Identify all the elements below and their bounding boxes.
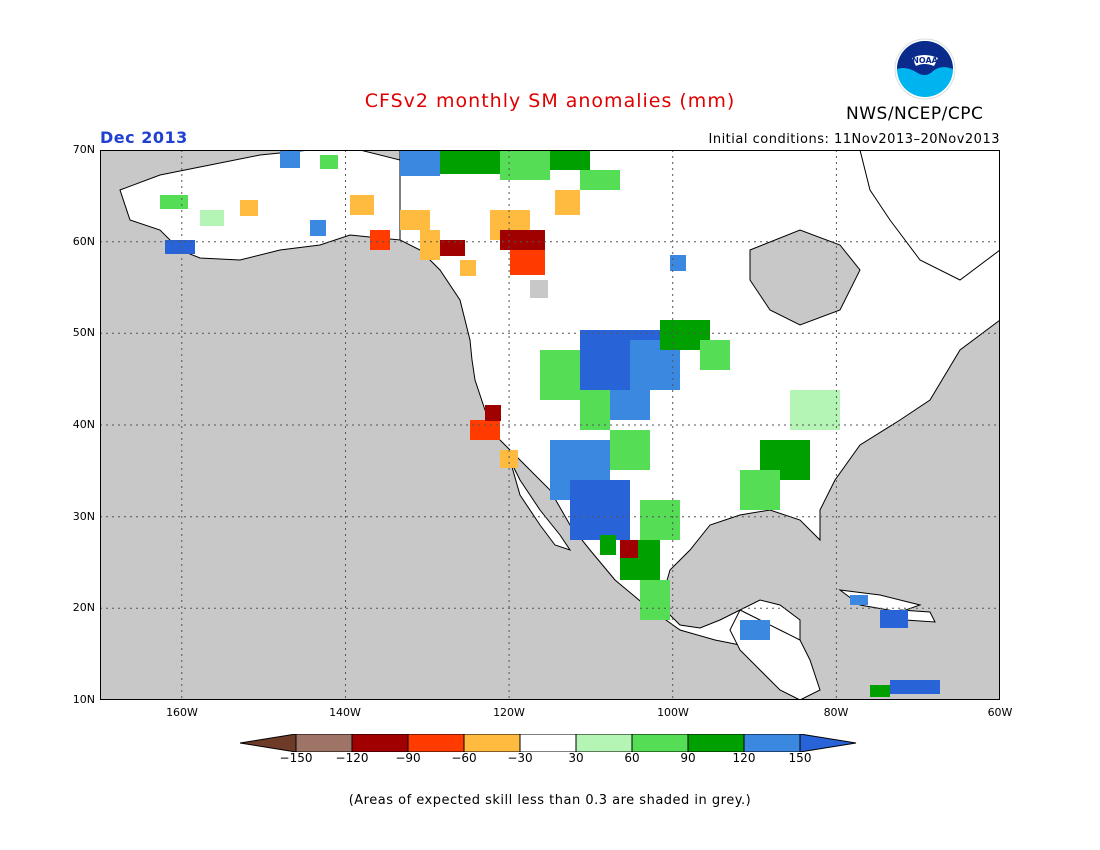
- legend-tick-label: −30: [507, 751, 533, 765]
- legend-tick-label: 150: [788, 751, 812, 765]
- legend-tick-label: −120: [335, 751, 369, 765]
- legend-tick-label: 120: [732, 751, 756, 765]
- color-legend: [240, 734, 857, 752]
- noaa-logo-icon: NOAA: [894, 38, 956, 100]
- legend-swatch: [799, 734, 857, 752]
- legend-tick-label: −150: [279, 751, 313, 765]
- lon-label: 60W: [987, 706, 1013, 719]
- legend-tick-label: 30: [568, 751, 584, 765]
- legend-swatch: [351, 734, 409, 752]
- legend-swatch: [519, 734, 577, 752]
- forecast-month: Dec 2013: [100, 128, 188, 147]
- lon-label: 140W: [329, 706, 361, 719]
- noaa-logo-text: NOAA: [912, 56, 938, 65]
- lat-label: 20N: [72, 601, 95, 614]
- land-masses: [119, 150, 1000, 700]
- soil-moisture-map: [100, 150, 1000, 700]
- legend-swatch: [463, 734, 521, 752]
- legend-tick-label: −90: [395, 751, 421, 765]
- legend-swatch: [295, 734, 353, 752]
- lon-label: 80W: [823, 706, 849, 719]
- lat-label: 70N: [72, 143, 95, 156]
- lat-label: 10N: [72, 693, 95, 706]
- legend-swatch: [407, 734, 465, 752]
- lat-label: 60N: [72, 235, 95, 248]
- lon-label: 100W: [657, 706, 689, 719]
- initial-conditions: Initial conditions: 11Nov2013–20Nov2013: [708, 132, 1000, 147]
- legend-swatch: [687, 734, 745, 752]
- legend-swatch: [240, 734, 297, 752]
- legend-tick-label: −60: [451, 751, 477, 765]
- lat-label: 40N: [72, 418, 95, 431]
- lat-label: 50N: [72, 326, 95, 339]
- legend-swatch: [575, 734, 633, 752]
- lon-label: 160W: [166, 706, 198, 719]
- anomaly-cells: [160, 150, 940, 697]
- legend-swatch: [631, 734, 689, 752]
- lat-label: 30N: [72, 510, 95, 523]
- legend-tick-label: 60: [624, 751, 640, 765]
- agency-label: NWS/NCEP/CPC: [846, 104, 984, 124]
- footnote: (Areas of expected skill less than 0.3 a…: [348, 793, 752, 808]
- legend-tick-label: 90: [680, 751, 696, 765]
- lon-label: 120W: [493, 706, 525, 719]
- legend-swatch: [743, 734, 801, 752]
- lat-lon-grid: [100, 150, 1000, 700]
- chart-title: CFSv2 monthly SM anomalies (mm): [364, 90, 736, 112]
